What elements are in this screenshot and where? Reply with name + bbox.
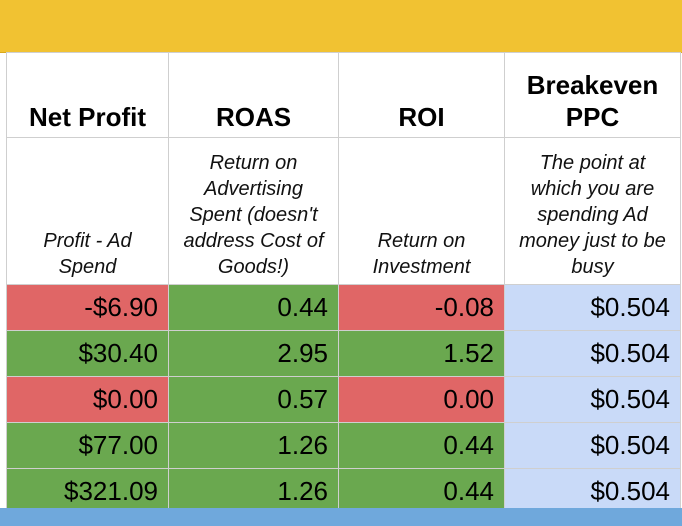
roas-cell[interactable]: 0.44 [168, 284, 339, 331]
header-breakeven-ppc[interactable]: Breakeven PPC [504, 52, 681, 138]
table-row: $77.00 1.26 0.44 $0.504 [6, 422, 681, 469]
header-roi[interactable]: ROI [338, 52, 505, 138]
desc-roas[interactable]: Return on Advertising Spent (doesn't add… [168, 137, 339, 285]
roas-cell[interactable]: 2.95 [168, 330, 339, 377]
roi-cell[interactable]: -0.08 [338, 284, 505, 331]
roi-cell[interactable]: 1.52 [338, 330, 505, 377]
table-row: $321.09 1.26 0.44 $0.504 [6, 468, 681, 515]
roas-cell[interactable]: 0.57 [168, 376, 339, 423]
desc-breakeven-ppc[interactable]: The point at which you are spending Ad m… [504, 137, 681, 285]
desc-net-profit[interactable]: Profit - Ad Spend [6, 137, 169, 285]
net-profit-cell[interactable]: -$6.90 [6, 284, 169, 331]
table-row: $30.40 2.95 1.52 $0.504 [6, 330, 681, 377]
desc-roi[interactable]: Return on Investment [338, 137, 505, 285]
net-profit-cell[interactable]: $30.40 [6, 330, 169, 377]
breakeven-cell[interactable]: $0.504 [504, 422, 681, 469]
roas-cell[interactable]: 1.26 [168, 422, 339, 469]
roi-cell[interactable]: 0.00 [338, 376, 505, 423]
header-band [0, 0, 682, 53]
breakeven-cell[interactable]: $0.504 [504, 376, 681, 423]
breakeven-cell[interactable]: $0.504 [504, 468, 681, 515]
table-row: $0.00 0.57 0.00 $0.504 [6, 376, 681, 423]
footer-band [0, 508, 682, 526]
ad-metrics-table: Net Profit ROAS ROI Breakeven PPC Profit… [6, 52, 681, 515]
header-row: Net Profit ROAS ROI Breakeven PPC [6, 52, 681, 138]
table-row: -$6.90 0.44 -0.08 $0.504 [6, 284, 681, 331]
net-profit-cell[interactable]: $0.00 [6, 376, 169, 423]
header-net-profit[interactable]: Net Profit [6, 52, 169, 138]
breakeven-cell[interactable]: $0.504 [504, 284, 681, 331]
description-row: Profit - Ad Spend Return on Advertising … [6, 137, 681, 285]
breakeven-cell[interactable]: $0.504 [504, 330, 681, 377]
header-roas[interactable]: ROAS [168, 52, 339, 138]
roi-cell[interactable]: 0.44 [338, 422, 505, 469]
net-profit-cell[interactable]: $77.00 [6, 422, 169, 469]
net-profit-cell[interactable]: $321.09 [6, 468, 169, 515]
